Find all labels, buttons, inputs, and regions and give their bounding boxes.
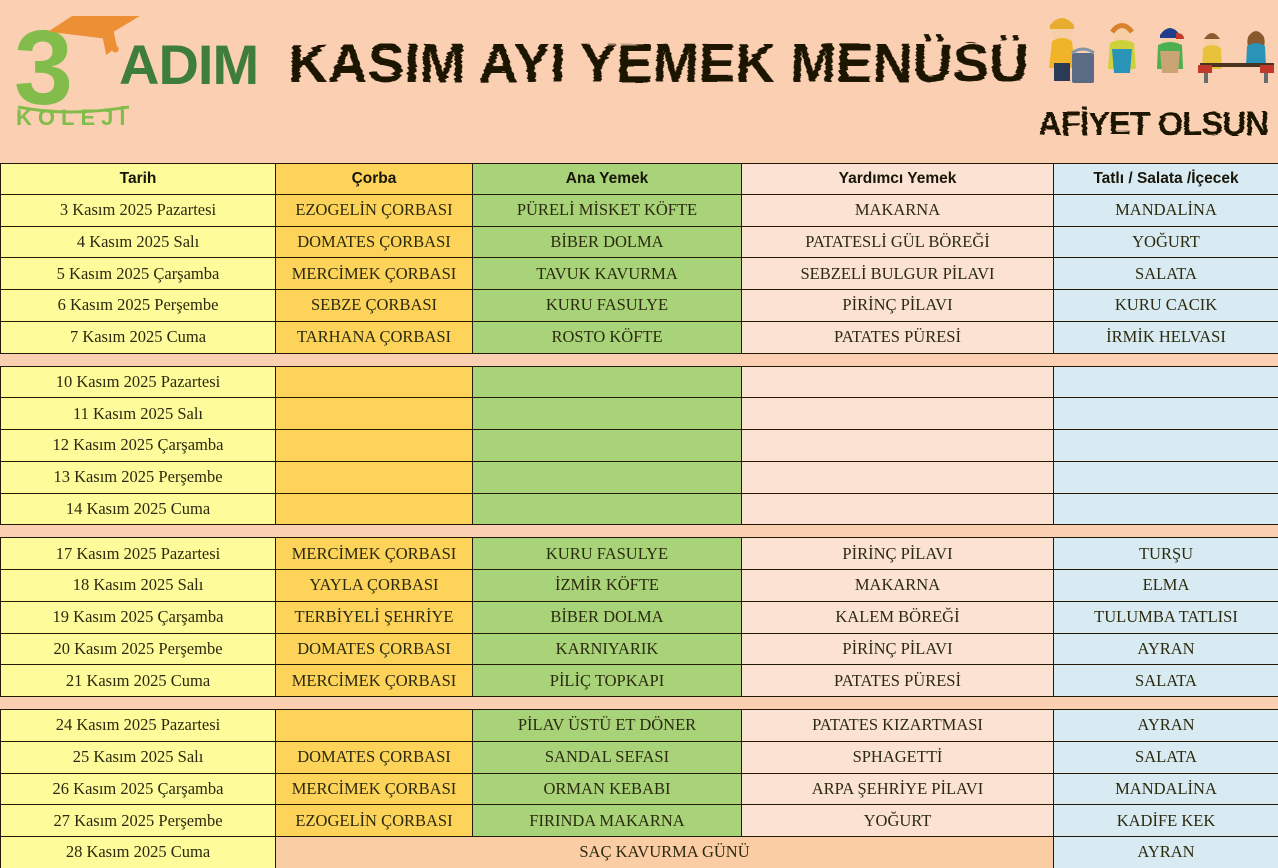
svg-text:AFİYET OLSUN: AFİYET OLSUN xyxy=(1038,105,1268,142)
svg-text:ADIM: ADIM xyxy=(119,33,258,96)
svg-text:KASIM AYI YEMEK MENÜSÜ: KASIM AYI YEMEK MENÜSÜ xyxy=(288,32,1030,94)
svg-text:KOLEJİ: KOLEJİ xyxy=(16,105,131,128)
